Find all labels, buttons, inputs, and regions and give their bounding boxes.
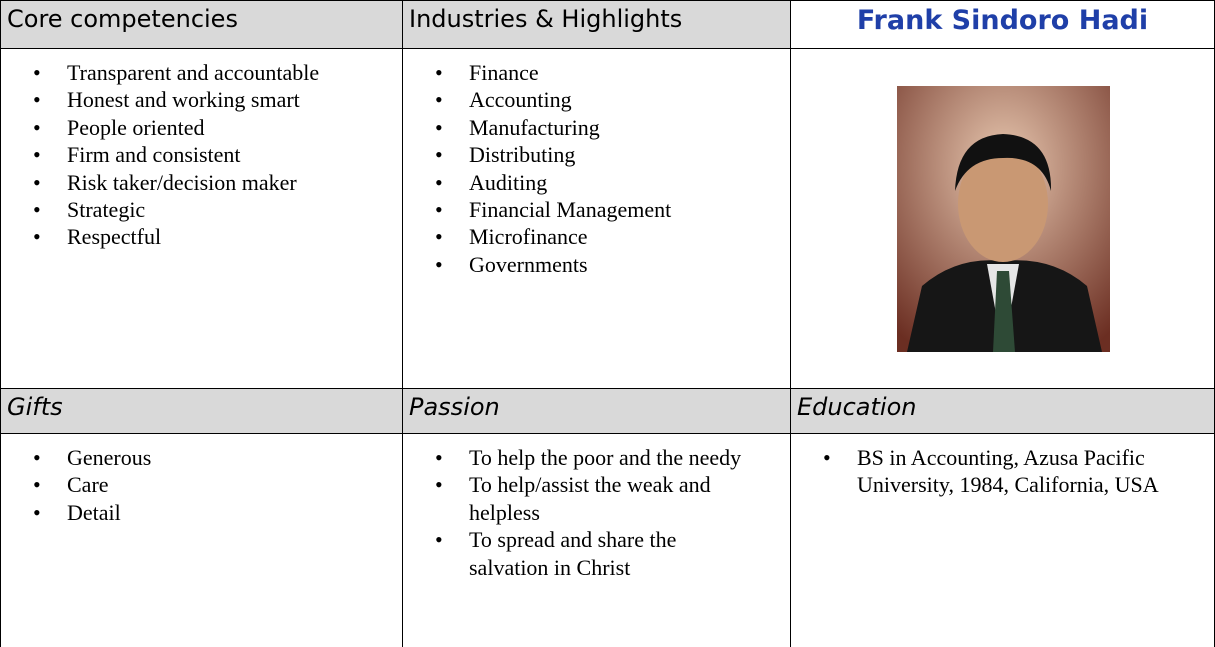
photo-cell <box>790 48 1215 389</box>
list-cell: To help the poor and the needyTo help/as… <box>402 433 791 647</box>
list-item: BS in Accounting, Azusa Pacific Universi… <box>797 444 1184 499</box>
list-item: Respectful <box>7 223 396 251</box>
list-cell: Transparent and accountableHonest and wo… <box>0 48 403 389</box>
list-item: Financial Management <box>409 196 784 224</box>
list-item: Detail <box>7 499 396 527</box>
list-item: Transparent and accountable <box>7 59 396 87</box>
section-header: Passion <box>402 388 791 434</box>
list-item: To help/assist the weak and helpless <box>409 471 760 526</box>
list-item: Accounting <box>409 86 784 114</box>
list-item: To spread and share the salvation in Chr… <box>409 526 760 581</box>
person-name: Frank Sindoro Hadi <box>790 0 1215 49</box>
list-cell: FinanceAccountingManufacturingDistributi… <box>402 48 791 389</box>
portrait-photo <box>897 86 1110 352</box>
section-header: Industries & Highlights <box>402 0 791 49</box>
list: Transparent and accountableHonest and wo… <box>7 59 396 251</box>
list-item: Honest and working smart <box>7 86 396 114</box>
list: To help the poor and the needyTo help/as… <box>409 444 760 581</box>
list-item: People oriented <box>7 114 396 142</box>
list-item: To help the poor and the needy <box>409 444 760 472</box>
list: BS in Accounting, Azusa Pacific Universi… <box>797 444 1184 499</box>
list-item: Finance <box>409 59 784 87</box>
list-cell: BS in Accounting, Azusa Pacific Universi… <box>790 433 1215 647</box>
list-cell: GenerousCareDetail <box>0 433 403 647</box>
list-item: Strategic <box>7 196 396 224</box>
list-item: Care <box>7 471 396 499</box>
list-item: Distributing <box>409 141 784 169</box>
list: GenerousCareDetail <box>7 444 396 527</box>
list-item: Firm and consistent <box>7 141 396 169</box>
list-item: Risk taker/decision maker <box>7 169 396 197</box>
section-header: Core competencies <box>0 0 403 49</box>
section-header: Gifts <box>0 388 403 434</box>
list-item: Auditing <box>409 169 784 197</box>
list-item: Microfinance <box>409 223 784 251</box>
list-item: Generous <box>7 444 396 472</box>
list: FinanceAccountingManufacturingDistributi… <box>409 59 784 279</box>
list-item: Manufacturing <box>409 114 784 142</box>
section-header: Education <box>790 388 1215 434</box>
list-item: Governments <box>409 251 784 279</box>
